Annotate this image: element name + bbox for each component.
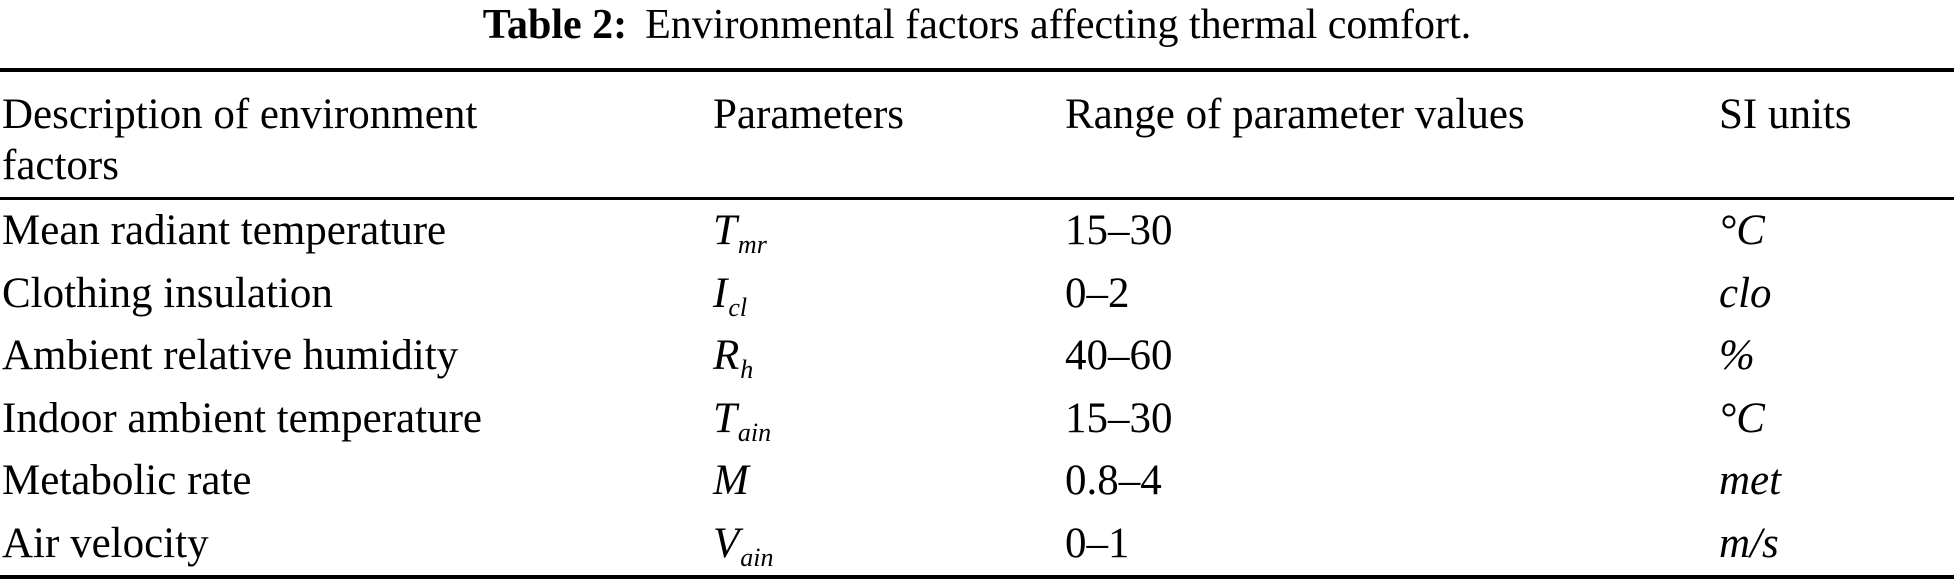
cell-range: 40–60 <box>1065 332 1173 379</box>
table-row: Clothing insulation Icl 0–2 clo <box>0 263 1954 326</box>
cell-range: 0–2 <box>1065 269 1130 317</box>
table-row: Mean radiant temperature Tmr 15–30 °C <box>0 200 1954 263</box>
cell-range: 15–30 <box>1065 207 1173 254</box>
table-caption-label: Table 2: <box>482 2 628 48</box>
cell-si-unit: m/s <box>1719 519 1779 567</box>
table-row: Ambient relative humidity Rh 40–60 % <box>0 325 1954 388</box>
table-caption-text: Environmental factors affecting thermal … <box>645 2 1472 48</box>
cell-parameter: Vain <box>713 513 1065 576</box>
table-row: Air velocity Vain 0–1 m/s <box>0 513 1954 576</box>
cell-parameter: Tain <box>713 388 1065 451</box>
cell-si-unit: °C <box>1719 207 1765 254</box>
cell-si-unit: clo <box>1719 269 1772 317</box>
parameter-subscript: ain <box>737 417 772 447</box>
parameter-symbol: T <box>713 207 737 254</box>
cell-range: 15–30 <box>1065 394 1173 442</box>
parameter-subscript: ain <box>740 542 774 572</box>
table-header-row: Description of environment factors Param… <box>0 72 1954 200</box>
column-header-description: Description of environment factors <box>2 91 478 189</box>
table-row: Indoor ambient temperature Tain 15–30 °C <box>0 388 1954 451</box>
cell-description: Clothing insulation <box>2 269 333 317</box>
parameter-symbol: R <box>713 332 740 379</box>
column-header-si-units: SI units <box>1719 91 1852 138</box>
cell-si-unit: °C <box>1719 394 1765 442</box>
cell-description: Air velocity <box>2 519 209 567</box>
parameter-subscript: mr <box>737 230 767 259</box>
parameter-subscript: cl <box>728 292 748 322</box>
environmental-factors-table: Description of environment factors Param… <box>0 68 1954 579</box>
column-header-range: Range of parameter values <box>1065 91 1525 138</box>
cell-range: 0.8–4 <box>1065 457 1162 504</box>
parameter-symbol: M <box>713 457 749 504</box>
cell-description: Ambient relative humidity <box>2 332 459 379</box>
cell-si-unit: % <box>1719 332 1755 379</box>
parameter-symbol: I <box>713 269 728 317</box>
table-caption: Table 2: Environmental factors affecting … <box>0 0 1954 50</box>
cell-description: Metabolic rate <box>2 457 252 504</box>
column-header-parameters: Parameters <box>713 91 905 138</box>
parameter-subscript: h <box>740 355 754 384</box>
cell-parameter: Tmr <box>713 200 1065 263</box>
parameter-symbol: V <box>713 519 740 567</box>
cell-description: Indoor ambient temperature <box>2 394 482 442</box>
table-body: Mean radiant temperature Tmr 15–30 °C Cl… <box>0 200 1954 575</box>
cell-parameter: Rh <box>713 325 1065 388</box>
cell-description: Mean radiant temperature <box>2 207 447 254</box>
cell-si-unit: met <box>1719 457 1782 504</box>
cell-parameter: Icl <box>713 263 1065 326</box>
table-row: Metabolic rate M 0.8–4 met <box>0 450 1954 513</box>
cell-range: 0–1 <box>1065 519 1130 567</box>
parameter-symbol: T <box>713 394 737 442</box>
cell-parameter: M <box>713 450 1065 513</box>
